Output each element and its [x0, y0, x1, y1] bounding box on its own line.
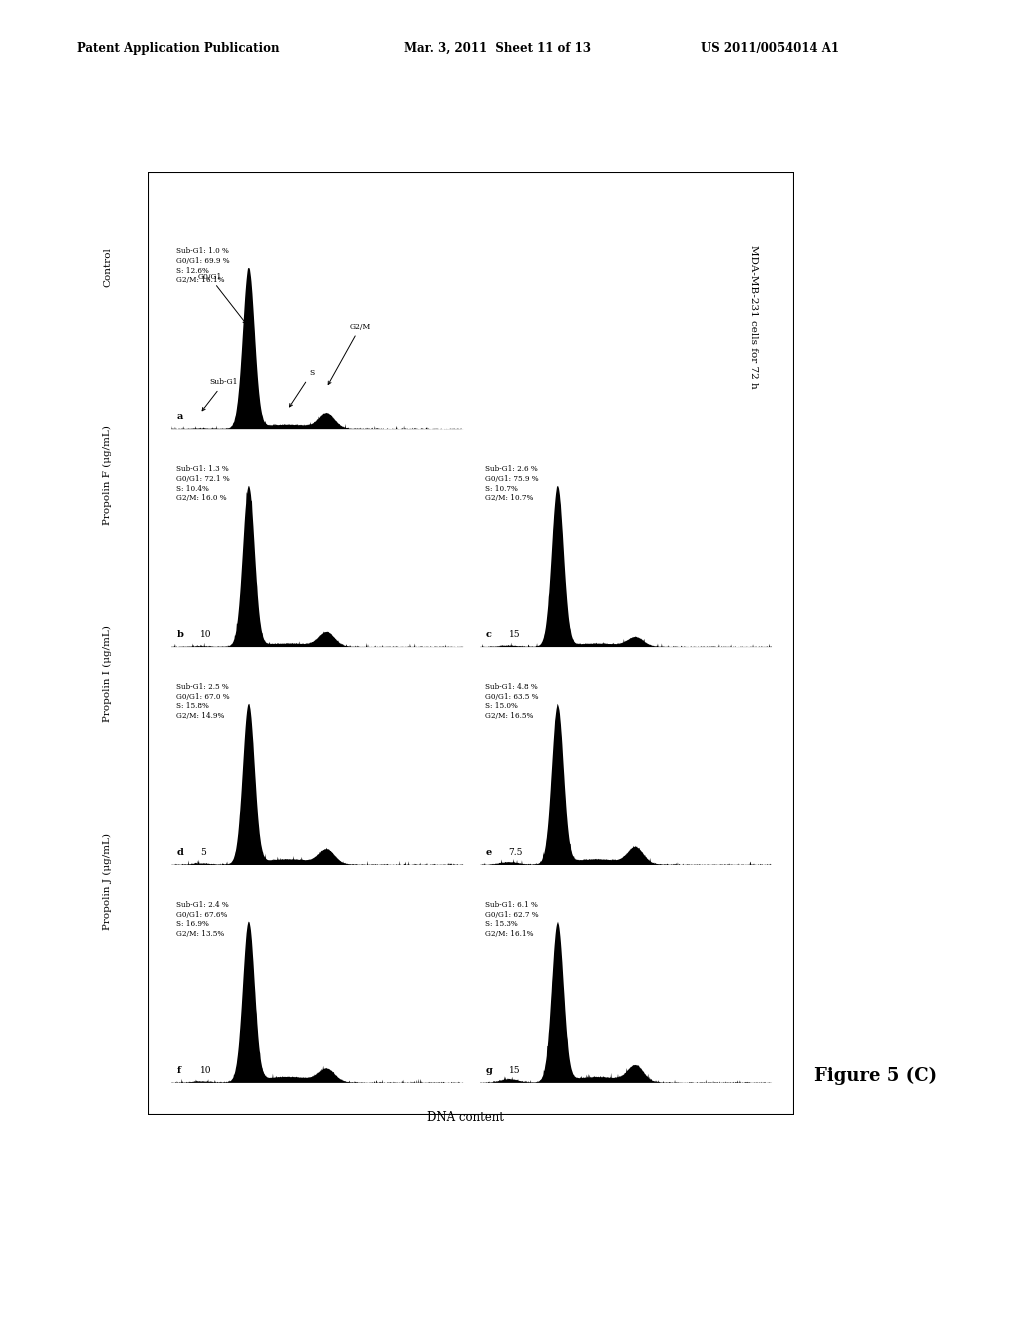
Text: 10: 10	[200, 630, 211, 639]
Text: DNA content: DNA content	[427, 1111, 505, 1125]
Text: f: f	[176, 1067, 180, 1074]
Text: Sub-G1: 2.4 %
G0/G1: 67.6%
S: 16.9%
G2/M: 13.5%: Sub-G1: 2.4 % G0/G1: 67.6% S: 16.9% G2/M…	[176, 900, 229, 939]
Text: Figure 5 (C): Figure 5 (C)	[814, 1067, 937, 1085]
Text: d: d	[176, 847, 183, 857]
Text: Sub-G1: 6.1 %
G0/G1: 62.7 %
S: 15.3%
G2/M: 16.1%: Sub-G1: 6.1 % G0/G1: 62.7 % S: 15.3% G2/…	[485, 900, 539, 939]
Text: Patent Application Publication: Patent Application Publication	[77, 42, 280, 55]
Text: a: a	[176, 412, 182, 421]
Text: Propolin J (μg/mL): Propolin J (μg/mL)	[103, 833, 112, 931]
Text: Propolin F (μg/mL): Propolin F (μg/mL)	[103, 425, 112, 525]
Text: Sub-G1: 2.6 %
G0/G1: 75.9 %
S: 10.7%
G2/M: 10.7%: Sub-G1: 2.6 % G0/G1: 75.9 % S: 10.7% G2/…	[485, 465, 539, 503]
Text: Sub-G1: 2.5 %
G0/G1: 67.0 %
S: 15.8%
G2/M: 14.9%: Sub-G1: 2.5 % G0/G1: 67.0 % S: 15.8% G2/…	[176, 682, 230, 721]
Text: Mar. 3, 2011  Sheet 11 of 13: Mar. 3, 2011 Sheet 11 of 13	[404, 42, 592, 55]
Text: g: g	[485, 1067, 493, 1074]
Text: 10: 10	[200, 1067, 211, 1074]
Text: Sub-G1: 4.8 %
G0/G1: 63.5 %
S: 15.0%
G2/M: 16.5%: Sub-G1: 4.8 % G0/G1: 63.5 % S: 15.0% G2/…	[485, 682, 539, 721]
Text: US 2011/0054014 A1: US 2011/0054014 A1	[701, 42, 840, 55]
Text: Control: Control	[103, 247, 112, 286]
Text: 5: 5	[200, 847, 206, 857]
Text: G2/M: G2/M	[328, 322, 371, 384]
Text: 7.5: 7.5	[509, 847, 523, 857]
Text: Sub-G1: 1.0 %
G0/G1: 69.9 %
S: 12.6%
G2/M: 16.1%: Sub-G1: 1.0 % G0/G1: 69.9 % S: 12.6% G2/…	[176, 247, 230, 284]
Text: e: e	[485, 847, 492, 857]
Text: 15: 15	[509, 630, 520, 639]
Text: b: b	[176, 630, 183, 639]
Text: Sub-G1: Sub-G1	[202, 379, 239, 411]
Text: Sub-G1: 1.3 %
G0/G1: 72.1 %
S: 10.4%
G2/M: 16.0 %: Sub-G1: 1.3 % G0/G1: 72.1 % S: 10.4% G2/…	[176, 465, 230, 503]
Text: S: S	[290, 370, 314, 407]
Text: Propolin I (μg/mL): Propolin I (μg/mL)	[103, 624, 112, 722]
Text: c: c	[485, 630, 492, 639]
Text: G0/G1: G0/G1	[198, 273, 246, 323]
Text: 15: 15	[509, 1067, 520, 1074]
Text: MDA-MB-231 cells for 72 h: MDA-MB-231 cells for 72 h	[750, 246, 758, 388]
